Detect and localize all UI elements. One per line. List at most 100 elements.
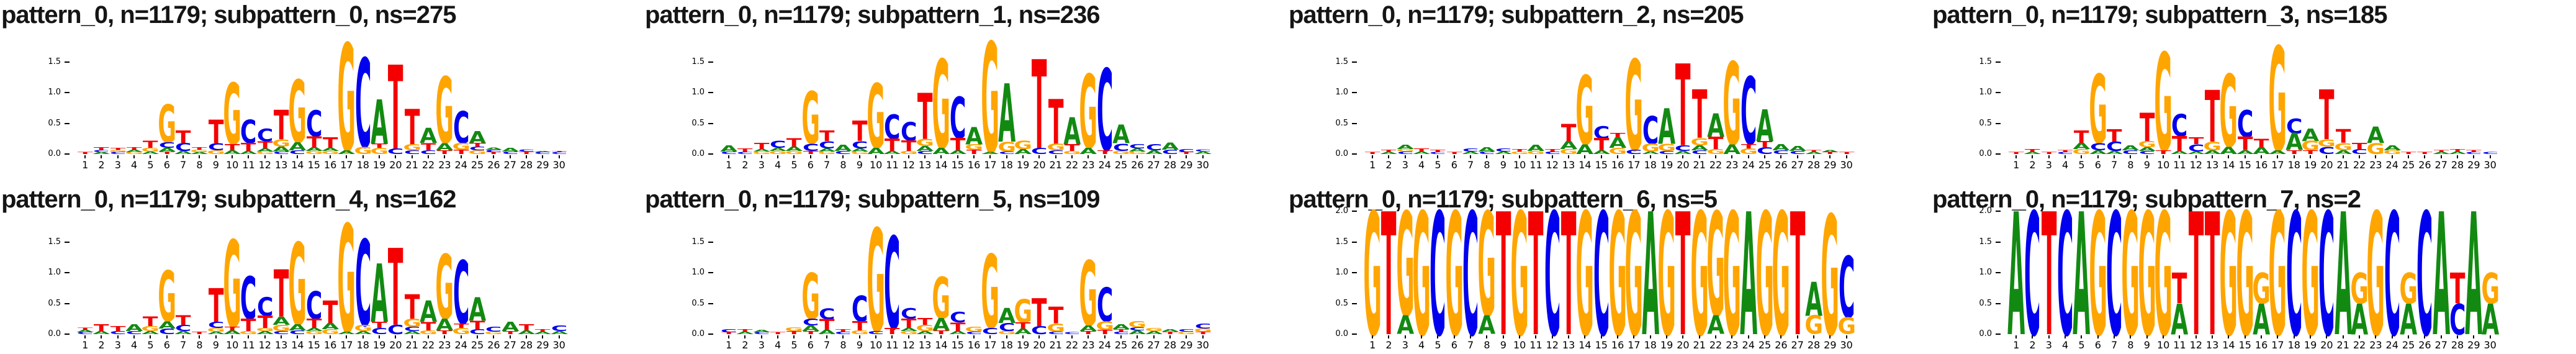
svg-text:T: T	[421, 319, 436, 333]
logo-letter-A: A	[1112, 120, 1130, 150]
logo-letter-G: G	[1755, 178, 1774, 354]
logo-letter-T: T	[470, 318, 485, 332]
svg-text:A: A	[867, 147, 885, 156]
logo-column: A	[2073, 178, 2091, 354]
x-tick-mark	[1186, 335, 1187, 338]
x-tick-mark	[1388, 335, 1390, 338]
x-tick-mark	[1829, 155, 1831, 158]
x-tick-label: 23	[1726, 159, 1739, 171]
logo-letter-A: A	[1658, 99, 1675, 155]
x-tick: 16	[2253, 335, 2269, 351]
x-tick-mark	[875, 335, 877, 338]
logo-letter-C: C	[77, 332, 93, 335]
x-tick-mark	[2261, 335, 2263, 338]
y-tick-label: 1.0	[48, 268, 61, 277]
logo-letter-A: A	[289, 140, 306, 153]
x-tick: 26	[485, 155, 502, 171]
x-tick: 19	[2302, 335, 2318, 351]
x-tick-mark	[957, 155, 958, 158]
x-tick: 18	[355, 335, 371, 351]
x-tick-label: 25	[471, 159, 484, 171]
x-tick-label: 18	[1000, 339, 1013, 351]
svg-text:A: A	[2433, 152, 2450, 155]
svg-text:C: C	[1462, 148, 1479, 153]
logo-column: A	[2007, 178, 2025, 354]
logo-letter-T: T	[1032, 35, 1047, 177]
x-tick: 6	[1446, 335, 1462, 351]
y-axis: 0.0 0.5 1.0 1.5	[1287, 0, 1364, 177]
x-tick-mark	[526, 155, 528, 158]
logo-letter-A: A	[371, 88, 388, 158]
logo-letter-A: A	[2122, 144, 2140, 152]
svg-text:G: G	[867, 66, 885, 169]
svg-text:A: A	[1112, 323, 1130, 331]
x-tick: 2	[1380, 335, 1397, 351]
svg-text:G: G	[207, 327, 225, 333]
svg-text:T: T	[2237, 133, 2253, 155]
logo-letter-A: A	[1479, 311, 1496, 341]
subplot-title: pattern_0, n=1179; subpattern_1, ns=236	[645, 1, 1100, 29]
logo-letter-C: C	[1031, 147, 1047, 156]
x-tick-mark	[1519, 335, 1521, 338]
logo-letter-G: G	[436, 60, 454, 165]
y-tick-label: 2.0	[1979, 206, 1992, 216]
y-tick-label: 0.0	[691, 329, 705, 338]
svg-text:G: G	[403, 143, 421, 152]
y-axis: 0.0 0.5 1.0 1.5 2.0	[1931, 177, 2008, 354]
logo-column: T	[2008, 31, 2024, 155]
logo-letter-T: T	[885, 327, 900, 336]
x-tick-mark	[2457, 155, 2459, 158]
logo-letter-A: A	[1014, 327, 1032, 336]
y-tick-label: 2.0	[1335, 206, 1348, 216]
logo-letter-G: G	[2122, 178, 2140, 354]
logo-letter-A: A	[502, 147, 520, 153]
logo-column: T	[2041, 31, 2057, 155]
logo-letter-T: T	[225, 326, 240, 332]
x-tick-mark	[2391, 155, 2393, 158]
x-tick: 8	[1479, 335, 1495, 351]
x-tick-label: 2	[98, 159, 105, 171]
logo-letter-C: C	[1194, 149, 1210, 152]
x-tick: 30	[551, 335, 567, 351]
x-tick-label: 24	[454, 339, 467, 351]
svg-text:A: A	[256, 148, 274, 153]
logo-letter-A: A	[469, 127, 486, 147]
x-tick-label: 17	[340, 339, 353, 351]
x-tick: 8	[191, 335, 207, 351]
x-tick: 27	[1790, 335, 1806, 351]
x-tick-label: 9	[856, 339, 863, 351]
svg-text:G: G	[1527, 150, 1546, 155]
svg-text:G: G	[158, 95, 176, 155]
y-tick-mark	[1996, 302, 2001, 304]
logo-column: C	[1544, 178, 1560, 354]
y-axis: 0.0 0.5 1.0 1.5 2.0	[1287, 177, 1364, 354]
x-tick: 15	[306, 335, 322, 351]
svg-text:T: T	[519, 323, 534, 332]
logo-letter-G: G	[338, 195, 356, 354]
svg-text:T: T	[110, 325, 127, 333]
x-tick-mark	[1421, 335, 1423, 338]
svg-text:G: G	[785, 327, 804, 332]
logo-letter-T: T	[966, 149, 982, 156]
svg-text:G: G	[125, 152, 143, 155]
logo-letter-A: A	[753, 148, 770, 152]
logo-letter-C: C	[551, 152, 567, 155]
x-tick: 8	[191, 155, 207, 171]
x-tick-mark	[2048, 155, 2050, 158]
svg-text:T: T	[1675, 41, 1691, 172]
svg-text:C: C	[2237, 102, 2253, 146]
logo-letter-C: C	[1129, 143, 1145, 150]
x-tick-mark	[281, 155, 282, 158]
x-tick: 27	[502, 335, 518, 351]
x-tick: 8	[2122, 155, 2138, 171]
x-tick: 20	[1031, 155, 1047, 171]
svg-text:T: T	[208, 279, 223, 333]
